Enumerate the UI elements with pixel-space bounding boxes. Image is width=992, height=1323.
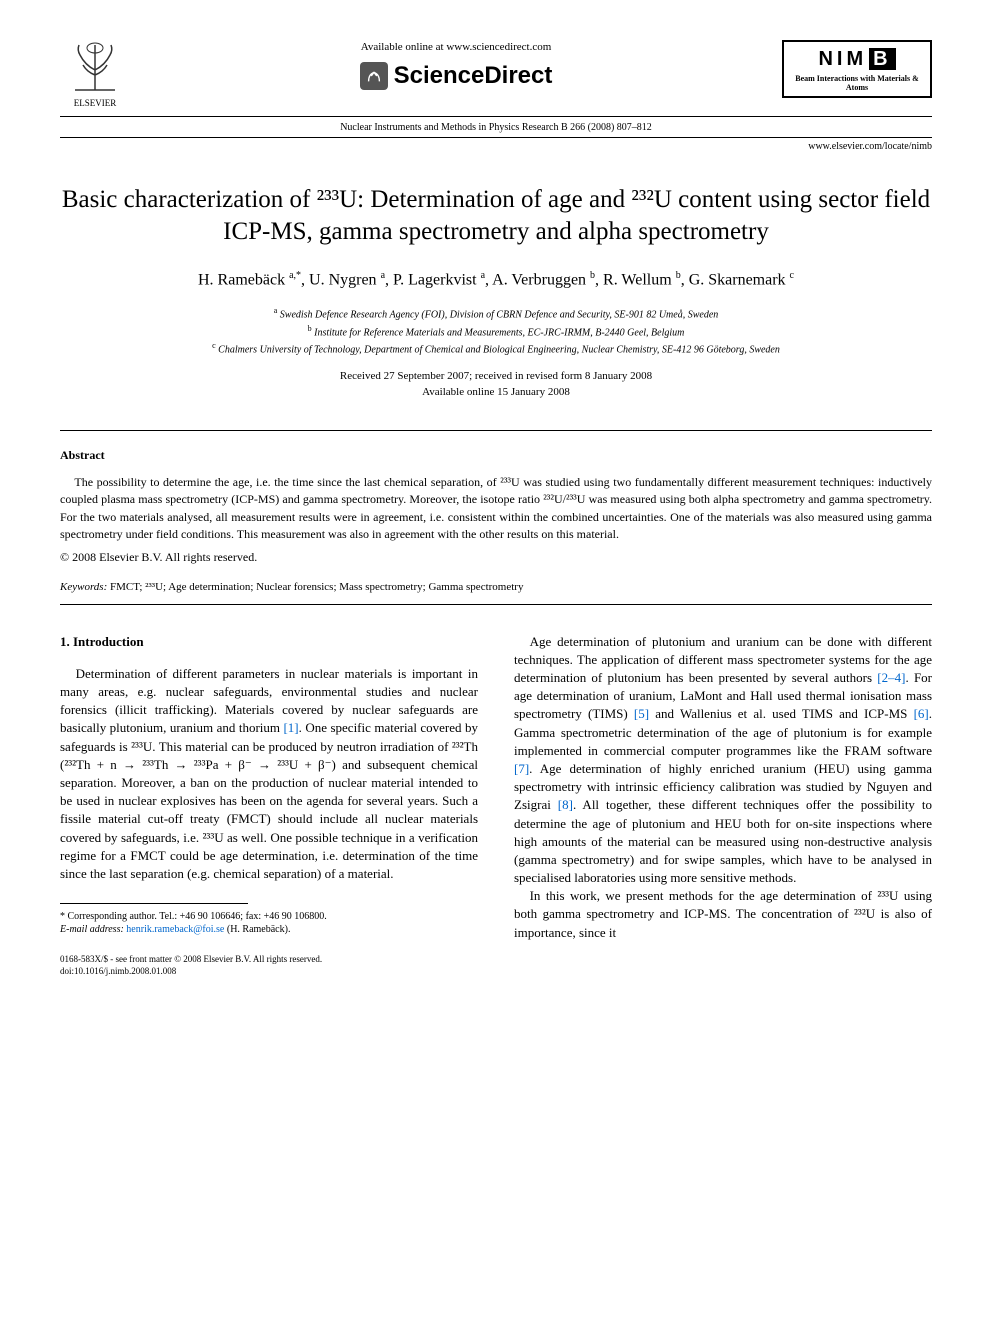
elsevier-logo: ELSEVIER (60, 40, 130, 110)
sciencedirect-block: Available online at www.sciencedirect.co… (130, 40, 782, 93)
online-date: Available online 15 January 2008 (60, 385, 932, 400)
corresponding-email: E-mail address: henrik.rameback@foi.se (… (60, 923, 478, 936)
affiliation-c: c Chalmers University of Technology, Dep… (60, 340, 932, 357)
left-column: 1. Introduction Determination of differe… (60, 633, 478, 978)
affiliations: a Swedish Defence Research Agency (FOI),… (60, 305, 932, 357)
sciencedirect-icon (360, 62, 388, 90)
header-rule-2 (60, 137, 932, 138)
corresponding-footnote: * Corresponding author. Tel.: +46 90 106… (60, 910, 478, 936)
issn-line: 0168-583X/$ - see front matter © 2008 El… (60, 954, 478, 966)
received-date: Received 27 September 2007; received in … (60, 369, 932, 384)
abstract-top-rule (60, 430, 932, 431)
body-columns: 1. Introduction Determination of differe… (60, 633, 932, 978)
right-column: Age determination of plutonium and urani… (514, 633, 932, 978)
elsevier-label: ELSEVIER (60, 97, 130, 110)
sciencedirect-text: ScienceDirect (394, 59, 553, 93)
intro-para-3: In this work, we present methods for the… (514, 887, 932, 942)
section-1-heading: 1. Introduction (60, 633, 478, 651)
keywords-text: FMCT; ²³³U; Age determination; Nuclear f… (107, 581, 523, 593)
nimb-title: NIMB (790, 45, 924, 73)
corresponding-author: * Corresponding author. Tel.: +46 90 106… (60, 910, 478, 923)
header-rule (60, 116, 932, 117)
footnote-separator (60, 903, 248, 904)
footer-left: 0168-583X/$ - see front matter © 2008 El… (60, 954, 478, 977)
intro-para-2: Age determination of plutonium and urani… (514, 633, 932, 888)
available-online-text: Available online at www.sciencedirect.co… (130, 40, 782, 55)
locate-url: www.elsevier.com/locate/nimb (60, 140, 932, 154)
abstract-text: The possibility to determine the age, i.… (60, 474, 932, 544)
affiliation-b: b Institute for Reference Materials and … (60, 323, 932, 340)
authors-list: H. Ramebäck a,*, U. Nygren a, P. Lagerkv… (60, 269, 932, 292)
abstract-heading: Abstract (60, 447, 932, 464)
intro-para-1: Determination of different parameters in… (60, 665, 478, 883)
abstract-bottom-rule (60, 604, 932, 605)
keywords-label: Keywords: (60, 581, 107, 593)
elsevier-tree-icon (65, 40, 125, 95)
nimb-subtitle: Beam Interactions with Materials & Atoms (790, 75, 924, 93)
keywords: Keywords: FMCT; ²³³U; Age determination;… (60, 580, 932, 595)
journal-citation: Nuclear Instruments and Methods in Physi… (60, 121, 932, 135)
doi-line: doi:10.1016/j.nimb.2008.01.008 (60, 966, 478, 978)
affiliation-a: a Swedish Defence Research Agency (FOI),… (60, 305, 932, 322)
sciencedirect-logo: ScienceDirect (360, 59, 553, 93)
paper-title: Basic characterization of ²³³U: Determin… (60, 184, 932, 249)
page-header: ELSEVIER Available online at www.science… (60, 40, 932, 110)
abstract-copyright: © 2008 Elsevier B.V. All rights reserved… (60, 549, 932, 566)
nimb-badge: NIMB Beam Interactions with Materials & … (782, 40, 932, 98)
publication-dates: Received 27 September 2007; received in … (60, 369, 932, 400)
